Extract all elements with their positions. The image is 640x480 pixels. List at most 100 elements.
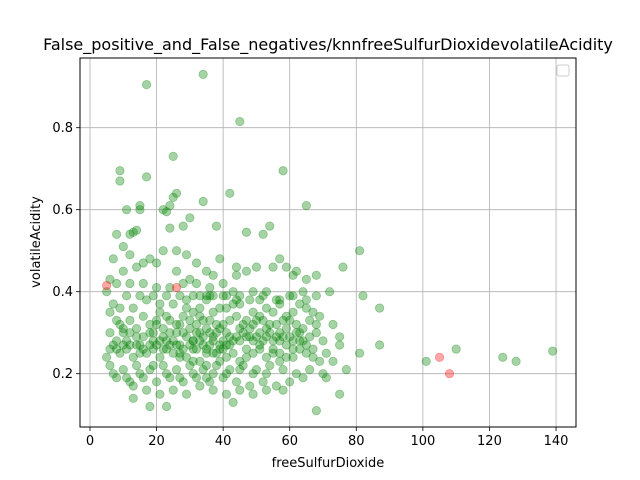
- data-point-correct: [128, 393, 138, 403]
- data-point-correct: [255, 344, 265, 354]
- data-point-correct: [112, 336, 122, 346]
- data-point-correct: [235, 336, 245, 346]
- data-point-correct: [288, 307, 298, 317]
- data-point-correct: [161, 291, 172, 301]
- data-point-correct: [145, 340, 155, 350]
- data-point-correct: [171, 319, 182, 330]
- data-point-correct: [265, 328, 275, 338]
- data-point-correct: [278, 315, 288, 325]
- data-point-correct: [185, 315, 195, 325]
- data-point-correct: [295, 336, 305, 346]
- data-point-correct: [271, 332, 281, 342]
- data-point-correct: [241, 266, 252, 276]
- data-point-correct: [155, 336, 165, 346]
- data-point-correct: [151, 377, 162, 387]
- data-point-correct: [138, 344, 148, 354]
- data-point-correct: [158, 246, 168, 256]
- data-point-correct: [112, 229, 122, 239]
- grid-lines: [80, 58, 576, 427]
- data-point-correct: [128, 303, 138, 313]
- data-point-correct: [278, 166, 288, 176]
- data-point-correct: [195, 356, 205, 366]
- data-point-correct: [208, 270, 218, 280]
- data-point-correct: [178, 278, 188, 289]
- data-point-correct: [145, 254, 155, 264]
- data-point-correct: [201, 344, 212, 354]
- data-point-correct: [308, 352, 318, 362]
- data-point-correct: [171, 364, 182, 375]
- data-point-correct: [198, 340, 208, 350]
- data-point-correct: [268, 262, 278, 272]
- data-point-correct: [295, 344, 305, 354]
- data-point-correct: [288, 344, 298, 354]
- data-point-correct: [135, 205, 145, 215]
- data-point-correct: [281, 311, 291, 321]
- data-point-correct: [122, 373, 132, 383]
- data-point-correct: [295, 299, 305, 309]
- y-tick-label: 0.4: [52, 285, 73, 300]
- data-point-correct: [311, 319, 321, 330]
- data-point-correct: [235, 116, 245, 127]
- data-point-correct: [251, 262, 262, 272]
- data-point-correct: [248, 319, 258, 330]
- data-point-correct: [145, 364, 155, 375]
- data-point-correct: [248, 389, 258, 399]
- data-point-correct: [161, 207, 172, 217]
- data-point-correct: [335, 389, 345, 399]
- data-point-correct: [231, 262, 242, 272]
- data-point-correct: [188, 356, 198, 366]
- data-point-correct: [261, 385, 272, 395]
- data-point-correct: [288, 352, 298, 362]
- data-point-correct: [128, 227, 138, 237]
- data-point-correct: [321, 373, 331, 383]
- data-point-correct: [188, 291, 198, 301]
- data-point-correct: [245, 295, 255, 305]
- data-point-correct: [548, 346, 558, 356]
- data-point-correct: [125, 315, 135, 325]
- data-point-correct: [198, 364, 208, 375]
- data-point-correct: [141, 80, 152, 90]
- data-point-correct: [161, 344, 172, 354]
- data-point-correct: [211, 360, 222, 371]
- data-point-correct: [131, 340, 142, 350]
- data-point-correct: [195, 336, 205, 346]
- data-point-correct: [175, 291, 185, 301]
- data-point-correct: [258, 315, 268, 325]
- data-point-correct: [338, 262, 348, 272]
- data-point-correct: [268, 348, 278, 358]
- data-point-correct: [251, 315, 262, 325]
- data-point-misclassified: [434, 352, 445, 362]
- data-point-correct: [161, 336, 172, 346]
- data-point-correct: [374, 340, 385, 350]
- data-point-correct: [208, 348, 218, 358]
- y-axis-label: volatileAcidity: [29, 196, 44, 288]
- data-point-correct: [241, 227, 252, 237]
- data-point-correct: [205, 282, 215, 293]
- data-point-correct: [215, 303, 225, 313]
- data-point-correct: [215, 340, 225, 350]
- data-point-correct: [138, 373, 148, 383]
- data-point-correct: [161, 369, 172, 379]
- data-point-correct: [141, 385, 152, 395]
- data-point-correct: [298, 323, 308, 334]
- data-point-correct: [271, 295, 281, 305]
- data-point-correct: [215, 344, 225, 354]
- data-point-correct: [151, 319, 162, 330]
- data-point-correct: [301, 201, 311, 211]
- data-point-correct: [231, 270, 242, 280]
- data-point-correct: [178, 311, 188, 321]
- data-point-correct: [211, 348, 222, 358]
- data-point-correct: [328, 319, 338, 330]
- data-point-correct: [305, 364, 315, 375]
- x-tick-label: 40: [215, 434, 232, 449]
- data-point-correct: [288, 336, 298, 346]
- data-point-correct: [151, 340, 162, 350]
- data-point-correct: [301, 303, 311, 313]
- data-point-correct: [118, 340, 128, 350]
- data-point-misclassified: [102, 280, 112, 291]
- data-point-correct: [195, 291, 205, 301]
- data-point-correct: [138, 258, 148, 268]
- data-point-correct: [125, 340, 135, 350]
- data-point-correct: [112, 373, 122, 383]
